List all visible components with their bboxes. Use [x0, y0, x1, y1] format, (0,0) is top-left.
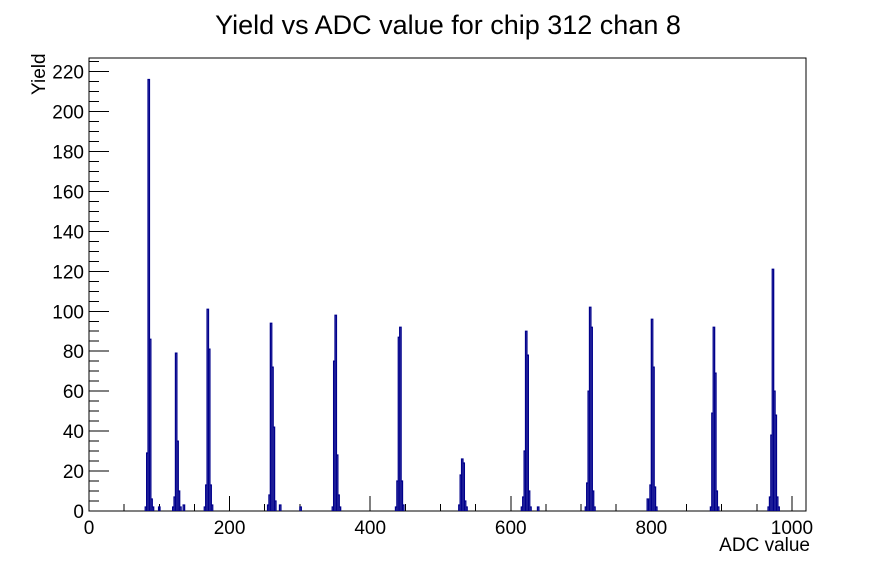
y-tick-label: 140 [52, 222, 84, 243]
histogram-peak [144, 78, 155, 511]
plot-frame [88, 57, 807, 512]
y-tick-label: 0 [73, 502, 84, 523]
y-axis-title: Yield [29, 53, 50, 95]
histogram-peak [394, 326, 405, 511]
y-tick-label: 200 [52, 103, 84, 124]
x-tick-label: 200 [214, 518, 246, 539]
y-tick-label: 220 [52, 63, 84, 84]
x-tick-label: 1000 [771, 518, 813, 539]
histogram-blip [182, 504, 186, 511]
x-tick-label: 400 [354, 518, 386, 539]
y-tick-label: 60 [63, 382, 84, 403]
histogram-peak [709, 326, 720, 511]
histogram-peak [458, 458, 468, 511]
histogram-peak [331, 314, 342, 511]
y-tick-label: 80 [63, 342, 84, 363]
y-tick-label: 160 [52, 182, 84, 203]
y-tick-label: 40 [63, 422, 84, 443]
histogram-blip [278, 504, 282, 511]
histogram-blip [157, 506, 161, 511]
histogram-peak [172, 352, 182, 511]
x-tick-label: 600 [495, 518, 527, 539]
x-axis-title: ADC value [719, 535, 810, 556]
histogram-blip [536, 506, 540, 511]
y-tick-label: 180 [52, 142, 84, 163]
histogram-peak [646, 318, 658, 511]
y-tick-label: 100 [52, 302, 84, 323]
histogram-blip [299, 506, 302, 511]
histogram-peak [266, 322, 277, 511]
histogram-peak [203, 308, 214, 511]
x-tick-label: 800 [636, 518, 668, 539]
plot-title: Yield vs ADC value for chip 312 chan 8 [215, 10, 681, 40]
y-tick-label: 20 [63, 462, 84, 483]
x-tick-label: 0 [84, 518, 95, 539]
histogram-peak [584, 306, 596, 511]
histogram-peak [767, 268, 780, 511]
y-tick-label: 120 [52, 262, 84, 283]
histogram-peak [520, 330, 532, 511]
